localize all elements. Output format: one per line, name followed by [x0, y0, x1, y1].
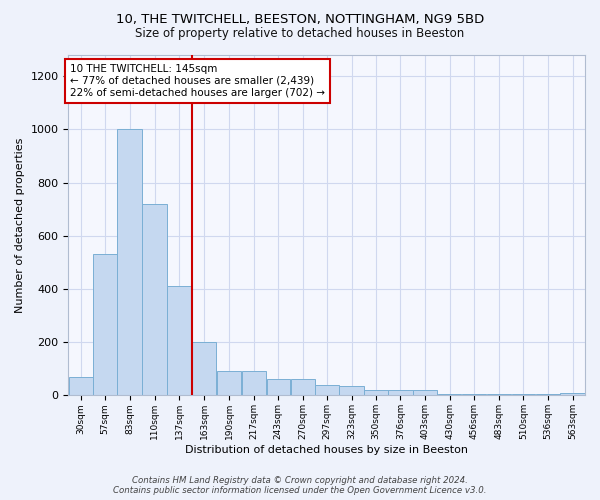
Bar — [536, 394, 560, 396]
Bar — [192, 342, 217, 396]
X-axis label: Distribution of detached houses by size in Beeston: Distribution of detached houses by size … — [185, 445, 468, 455]
Bar — [487, 394, 511, 396]
Bar — [388, 390, 413, 396]
Bar — [167, 286, 191, 396]
Text: 10, THE TWITCHELL, BEESTON, NOTTINGHAM, NG9 5BD: 10, THE TWITCHELL, BEESTON, NOTTINGHAM, … — [116, 12, 484, 26]
Bar — [118, 130, 142, 396]
Bar — [512, 394, 535, 396]
Text: Size of property relative to detached houses in Beeston: Size of property relative to detached ho… — [136, 28, 464, 40]
Bar — [316, 385, 339, 396]
Bar — [217, 372, 241, 396]
Bar — [68, 377, 93, 396]
Text: 10 THE TWITCHELL: 145sqm
← 77% of detached houses are smaller (2,439)
22% of sem: 10 THE TWITCHELL: 145sqm ← 77% of detach… — [70, 64, 325, 98]
Bar — [266, 380, 290, 396]
Bar — [413, 390, 437, 396]
Text: Contains HM Land Registry data © Crown copyright and database right 2024.
Contai: Contains HM Land Registry data © Crown c… — [113, 476, 487, 495]
Bar — [290, 380, 315, 396]
Bar — [462, 394, 486, 396]
Bar — [364, 390, 388, 396]
Bar — [340, 386, 364, 396]
Bar — [560, 393, 585, 396]
Y-axis label: Number of detached properties: Number of detached properties — [15, 138, 25, 313]
Bar — [242, 372, 266, 396]
Bar — [438, 394, 461, 396]
Bar — [94, 254, 117, 396]
Bar — [142, 204, 167, 396]
